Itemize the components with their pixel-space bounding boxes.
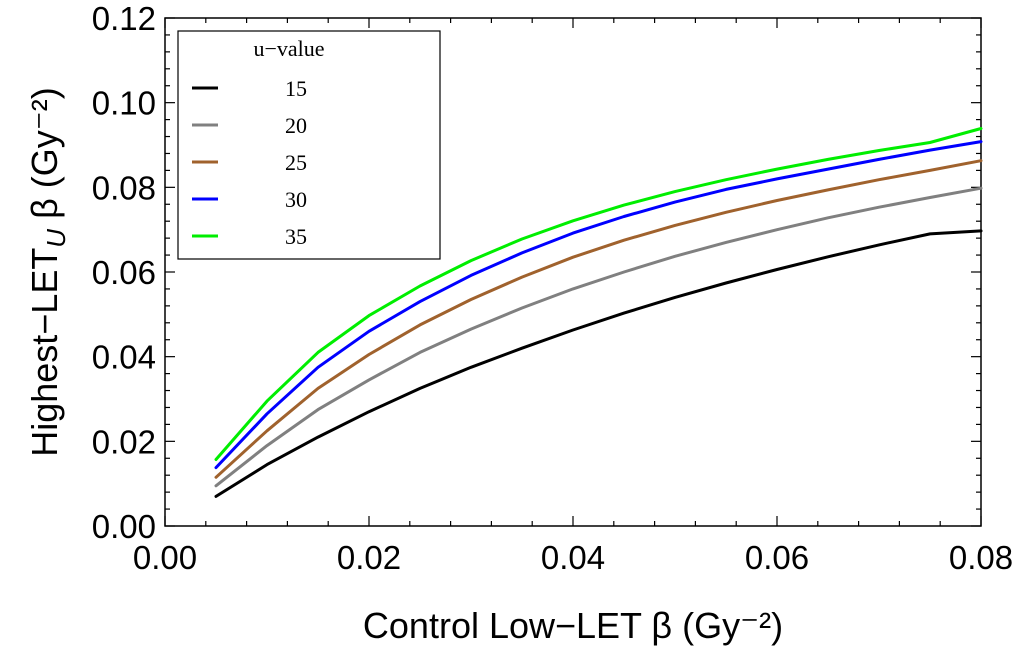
- y-tick-label: 0.06: [92, 254, 156, 291]
- y-tick-label: 0.08: [92, 169, 156, 206]
- y-tick-label: 0.12: [92, 0, 156, 37]
- x-tick-label: 0.08: [949, 539, 1013, 576]
- y-tick-label: 0.02: [92, 423, 156, 460]
- legend-label-35: 35: [285, 224, 307, 249]
- x-tick-labels: 0.00 0.02 0.04 0.06 0.08: [133, 539, 1013, 576]
- legend-items: 15 20 25 30 35: [192, 76, 307, 249]
- x-tick-label: 0.04: [541, 539, 605, 576]
- y-tick-labels: 0.00 0.02 0.04 0.06 0.08 0.10 0.12: [92, 0, 156, 545]
- x-tick-label: 0.06: [745, 539, 809, 576]
- y-tick-label: 0.10: [92, 85, 156, 122]
- legend-label-30: 30: [285, 187, 307, 212]
- y-axis-title: Highest−LETU β (Gy⁻²): [24, 87, 71, 457]
- x-tick-label: 0.00: [133, 539, 197, 576]
- series-line-25: [214, 159, 983, 479]
- legend-title: u−value: [253, 36, 324, 61]
- y-axis-title-main: Highest−LET: [24, 248, 65, 457]
- legend-label-15: 15: [285, 76, 307, 101]
- x-tick-label: 0.02: [337, 539, 401, 576]
- series-line-15: [214, 229, 983, 498]
- y-axis-title-subscript: U: [41, 229, 71, 248]
- legend-label-20: 20: [285, 113, 307, 138]
- y-tick-label: 0.04: [92, 339, 156, 376]
- series-lines: [214, 127, 983, 498]
- series-line-30: [214, 140, 983, 470]
- series-line-20: [214, 186, 983, 488]
- x-axis-title: Control Low−LET β (Gy⁻²): [363, 605, 783, 646]
- legend-label-25: 25: [285, 150, 307, 175]
- y-axis-title-unit: β (Gy⁻²): [24, 87, 65, 229]
- y-tick-label: 0.00: [92, 508, 156, 545]
- legend: u−value 15 20 25 30 35: [177, 30, 441, 260]
- legend-box: [177, 30, 441, 260]
- series-line-35: [214, 127, 983, 461]
- axis-ticks: [164, 17, 982, 527]
